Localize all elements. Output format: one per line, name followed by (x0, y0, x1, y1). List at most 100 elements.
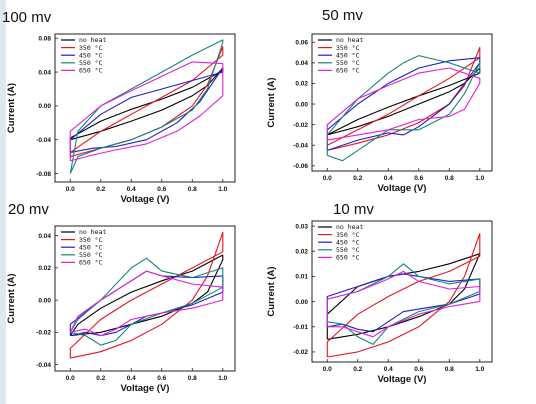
y-tick-label: 0.04 (38, 69, 51, 76)
legend-label: 650 °C (336, 254, 360, 262)
plot-frame (54, 225, 236, 372)
y-tick-label: 0.02 (295, 249, 308, 256)
y-tick-label: 0.06 (295, 40, 308, 47)
x-axis-label: Voltage (V) (121, 194, 170, 205)
y-tick-label: 0.01 (295, 274, 308, 281)
legend-label: 450 °C (336, 51, 360, 59)
y-tick-label: 0.04 (38, 233, 51, 240)
y-tick-label: 0.00 (295, 299, 308, 306)
panel-50mv: 50 mv 0.0 0.2 0.4 0.6 0.8 1.0 -0.06 -0.04 -0.02 0.… (266, 7, 493, 194)
x-axis-label: Voltage (V) (378, 374, 427, 385)
y-tick-label: -0.02 (36, 330, 51, 337)
series-line (69, 254, 224, 337)
legend-label: 450 °C (79, 243, 103, 251)
y-tick-label: -0.02 (293, 349, 308, 356)
series-group (326, 233, 481, 358)
plot-frame (54, 33, 236, 183)
legend-label: 650 °C (336, 67, 360, 75)
y-tick-label: -0.06 (293, 163, 308, 170)
x-axis-label: Voltage (V) (121, 383, 170, 394)
panel-title: 10 mv (333, 201, 374, 218)
x-tick-label: 0.0 (323, 175, 332, 182)
x-tick-label: 0.8 (445, 175, 454, 182)
series-line (69, 257, 224, 346)
x-tick-label: 0.6 (414, 366, 423, 373)
series-line (326, 270, 481, 338)
x-tick-label: 0.0 (323, 366, 332, 373)
x-tick-label: 0.2 (353, 175, 362, 182)
y-tick-label: -0.04 (36, 362, 51, 369)
y-tick-label: -0.02 (293, 122, 308, 129)
legend-label: 550 °C (336, 246, 360, 254)
series-group (69, 39, 224, 174)
x-tick-label: 0.2 (353, 366, 362, 373)
legend-label: 550 °C (79, 59, 103, 67)
plot-frame (311, 220, 493, 363)
x-tick-label: 1.0 (218, 186, 227, 193)
x-tick-label: 0.4 (127, 186, 136, 193)
x-tick-label: 0.0 (66, 375, 75, 382)
legend-label: 350 °C (79, 236, 103, 244)
x-tick-label: 1.0 (475, 175, 484, 182)
x-tick-label: 0.6 (157, 375, 166, 382)
series-group (69, 231, 224, 359)
series-line (326, 233, 481, 358)
x-tick-label: 0.8 (445, 366, 454, 373)
series-line (326, 55, 481, 162)
y-axis-label: Current (A) (6, 83, 17, 133)
x-tick-label: 0.6 (157, 186, 166, 193)
x-tick-label: 0.8 (188, 186, 197, 193)
panel-title: 20 mv (8, 201, 49, 218)
y-tick-label: 0.00 (295, 101, 308, 108)
x-tick-label: 0.4 (384, 175, 393, 182)
y-tick-label: -0.04 (293, 143, 308, 150)
panel-title: 100 mv (2, 9, 52, 26)
series-line (69, 61, 224, 162)
y-tick-label: 0.02 (38, 265, 51, 272)
legend-label: 350 °C (336, 44, 360, 52)
panel-title: 50 mv (322, 7, 363, 24)
legend-label: no heat (79, 228, 106, 236)
legend-label: no heat (79, 36, 106, 44)
plot-frame (311, 33, 493, 172)
y-tick-label: -0.08 (36, 171, 51, 178)
y-tick-label: 0.02 (295, 81, 308, 88)
series-group (326, 46, 481, 162)
x-tick-label: 1.0 (475, 366, 484, 373)
series-line (326, 46, 481, 151)
y-axis-label: Current (A) (6, 273, 17, 323)
legend-label: 550 °C (79, 251, 103, 259)
series-line (326, 263, 481, 345)
x-tick-label: 0.0 (66, 186, 75, 193)
legend-label: no heat (336, 36, 363, 44)
x-tick-label: 1.0 (218, 375, 227, 382)
x-tick-label: 0.4 (127, 375, 136, 382)
x-tick-label: 0.8 (188, 375, 197, 382)
x-tick-label: 0.2 (96, 375, 105, 382)
y-axis-label: Current (A) (266, 77, 277, 127)
legend-label: no heat (336, 223, 363, 231)
y-tick-label: 0.03 (295, 223, 308, 230)
series-line (69, 270, 224, 337)
x-tick-label: 0.6 (414, 175, 423, 182)
y-tick-label: 0.00 (38, 297, 51, 304)
legend-label: 350 °C (336, 231, 360, 239)
y-tick-label: 0.04 (295, 60, 308, 67)
panel-20mv: 20 mv 0.0 0.2 0.4 0.6 0.8 1.0 -0.04 -0.02 0.00 0.0… (6, 201, 236, 394)
y-tick-label: 0.00 (38, 103, 51, 110)
left-accent-strip (0, 0, 6, 404)
y-tick-label: 0.08 (38, 36, 51, 43)
x-tick-label: 0.2 (96, 186, 105, 193)
legend-label: 650 °C (79, 259, 103, 267)
y-axis-label: Current (A) (266, 266, 277, 316)
legend-label: 650 °C (79, 67, 103, 75)
legend-label: 550 °C (336, 59, 360, 67)
series-line (69, 231, 224, 359)
panel-10mv: 10 mv 0.0 0.2 0.4 0.6 0.8 1.0 -0.02 -0.01 0.00 0.0… (266, 201, 493, 385)
x-axis-label: Voltage (V) (378, 183, 427, 194)
y-tick-label: -0.01 (293, 324, 308, 331)
series-line (326, 67, 481, 141)
panel-100mv: 100 mv 0.0 0.2 0.4 0.6 0.8 1.0 -0.08 -0.04 0.00 0.… (2, 9, 236, 205)
x-tick-label: 0.4 (384, 366, 393, 373)
